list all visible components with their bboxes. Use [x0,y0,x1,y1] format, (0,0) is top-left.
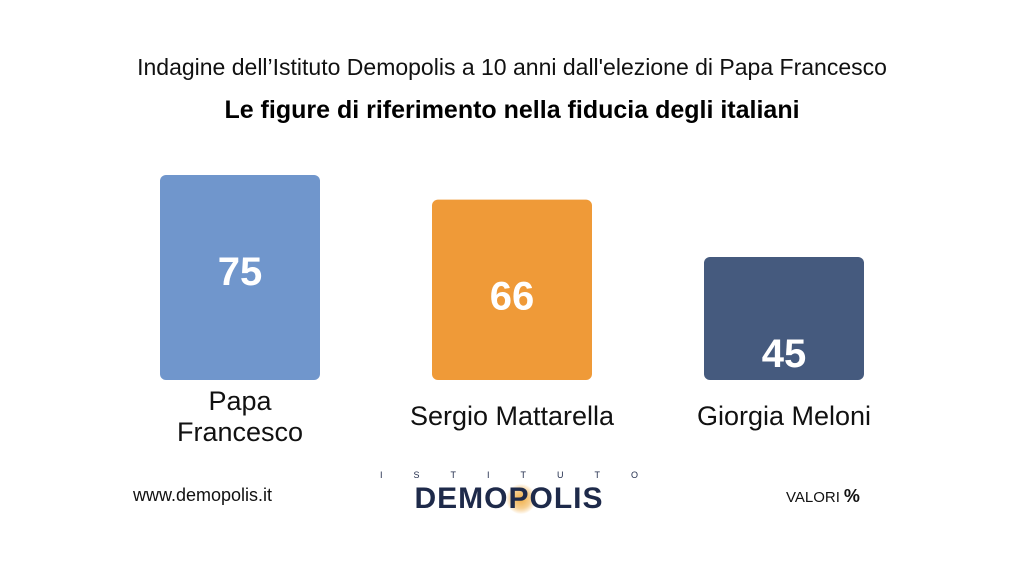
category-label: Papa Francesco [177,386,303,447]
logo-wordmark: DEMOPOLIS [414,482,604,515]
website-link: www.demopolis.it [133,485,273,505]
chart-subtitle: Indagine dell’Istituto Demopolis a 10 an… [137,54,887,80]
bar [160,175,320,380]
chart-title: Le figure di riferimento nella fiducia d… [224,96,800,124]
logo-letter: U [556,470,564,480]
logo-letter: I [486,470,490,480]
bar-chart: 75 Papa Francesco 66 Sergio Mattarella 45 Gior… [160,175,871,447]
unit-symbol: % [843,486,860,506]
logo-letter: O [630,470,638,480]
category-label: Sergio Mattarella [410,401,615,431]
bar-value-label: 75 [218,250,263,294]
bar [704,257,864,380]
logo-letter: T [594,470,600,480]
bar-value-label: 45 [762,332,807,376]
category-label: Giorgia Meloni [697,401,871,431]
unit-label: VALORI [786,489,840,506]
logo-letter: T [450,470,457,480]
logo-letter: S [413,470,420,480]
unit-note: VALORI% [786,486,860,507]
bar [432,199,592,380]
logo-sun-glow [506,484,536,514]
logo-letter: T [520,470,526,480]
logo-letter: I [380,470,383,480]
demopolis-logo: I S T I T U T O DEMOPOLIS [380,470,638,518]
bar-value-label: 66 [490,275,535,319]
